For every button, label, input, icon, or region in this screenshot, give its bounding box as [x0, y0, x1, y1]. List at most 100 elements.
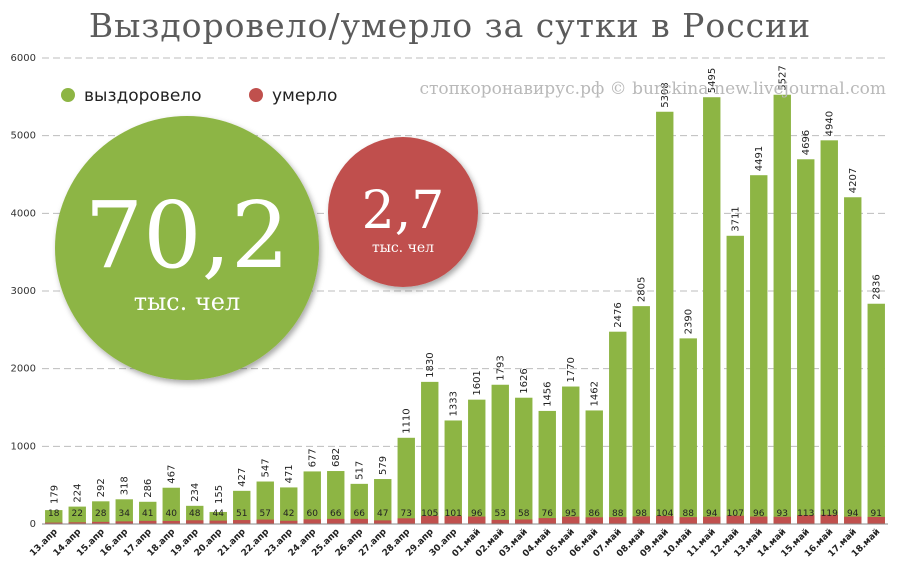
value-label-died: 28 — [95, 509, 107, 519]
bar-recovered — [374, 479, 392, 524]
bar-died — [139, 520, 157, 524]
value-label-died: 113 — [797, 509, 814, 519]
bar-recovered — [92, 501, 110, 524]
bar-died — [562, 516, 580, 524]
bar-died — [186, 520, 204, 524]
bar-died — [350, 518, 368, 524]
value-label-recovered: 2476 — [613, 302, 624, 327]
y-tick-label: 5000 — [11, 131, 36, 142]
value-label-recovered: 1601 — [472, 370, 483, 395]
value-label-recovered: 682 — [331, 448, 342, 467]
bar-died — [68, 522, 86, 524]
bar-recovered — [703, 97, 721, 524]
value-label-died: 101 — [445, 509, 462, 519]
watermark: стопкоронавирус.рф © burckina-new.livejo… — [419, 79, 886, 99]
bar-recovered — [867, 303, 885, 524]
bar-recovered — [397, 437, 415, 524]
value-label-recovered: 471 — [284, 464, 295, 483]
bar-died — [45, 522, 63, 524]
value-label-died: 73 — [401, 509, 412, 519]
value-label-recovered: 467 — [167, 465, 178, 484]
value-label-recovered: 4696 — [801, 130, 812, 155]
value-label-recovered: 427 — [237, 468, 248, 487]
value-label-died: 51 — [236, 509, 247, 519]
value-label-died: 48 — [189, 509, 201, 519]
legend-label-recovered: выздоровело — [84, 86, 202, 106]
value-label-recovered: 1770 — [566, 357, 577, 382]
value-label-died: 18 — [48, 509, 60, 519]
legend-marker-died — [249, 88, 263, 102]
value-label-died: 96 — [753, 509, 765, 519]
value-label-died: 53 — [495, 509, 506, 519]
bar-died — [538, 518, 556, 524]
chart-title: Выздоровело/умерло за сутки в России — [88, 6, 812, 45]
bar-recovered — [632, 306, 650, 524]
bar-recovered — [656, 111, 674, 524]
value-label-recovered: 4491 — [754, 146, 765, 171]
value-label-died: 58 — [518, 509, 530, 519]
y-tick-label: 3000 — [11, 286, 36, 297]
bar-died — [515, 519, 533, 524]
bar-died — [679, 517, 697, 524]
overlay: стопкоронавирус.рф © burckina-new.livejo… — [55, 79, 886, 380]
bar-died — [609, 517, 627, 524]
total-died-unit: тыс. чел — [372, 240, 434, 256]
value-label-died: 119 — [821, 509, 838, 519]
bar-recovered — [773, 94, 791, 525]
bar-died — [209, 520, 227, 524]
bar-died — [444, 516, 462, 524]
bar-died — [585, 517, 603, 524]
value-label-died: 66 — [354, 509, 366, 519]
bar-died — [844, 516, 862, 524]
bar-recovered — [233, 490, 251, 524]
bar-recovered — [139, 501, 157, 524]
bar-died — [162, 520, 180, 524]
bar-died — [256, 519, 274, 524]
bar-recovered — [115, 499, 133, 524]
value-label-recovered: 234 — [190, 483, 201, 502]
bars: 179 18 224 22 292 28 318 34 286 41 467 40 234 48 155 44… — [45, 65, 885, 525]
value-label-died: 93 — [777, 509, 788, 519]
value-label-died: 98 — [636, 509, 648, 519]
bar-recovered — [491, 384, 509, 524]
total-recovered-circle — [55, 116, 319, 380]
value-label-died: 42 — [283, 509, 294, 519]
total-died-circle — [328, 137, 478, 287]
bar-died — [632, 516, 650, 524]
value-label-died: 76 — [542, 509, 554, 519]
bar-died — [280, 520, 298, 524]
value-label-died: 105 — [421, 509, 438, 519]
value-label-died: 60 — [307, 509, 319, 519]
value-label-recovered: 1110 — [402, 408, 413, 433]
bar-recovered — [820, 140, 838, 524]
value-label-recovered: 1456 — [543, 381, 554, 406]
bar-recovered — [280, 487, 298, 524]
value-label-died: 94 — [847, 509, 859, 519]
bar-recovered — [444, 420, 462, 524]
bar-recovered — [186, 505, 204, 524]
bar-recovered — [303, 471, 321, 524]
value-label-died: 88 — [683, 509, 695, 519]
bar-died — [397, 518, 415, 524]
value-label-recovered: 3711 — [731, 206, 742, 231]
bar-died — [303, 519, 321, 524]
value-label-died: 91 — [871, 509, 882, 519]
bar-died — [773, 516, 791, 524]
value-label-recovered: 579 — [378, 456, 389, 475]
bar-died — [726, 515, 744, 524]
y-tick-label: 2000 — [11, 364, 36, 375]
bar-recovered — [515, 397, 533, 524]
value-label-recovered: 292 — [96, 478, 107, 497]
value-label-recovered: 224 — [73, 484, 84, 503]
bar-recovered — [327, 471, 345, 524]
bar-died — [327, 518, 345, 524]
bar-died — [92, 521, 110, 524]
bar-recovered — [726, 235, 744, 525]
bar-died — [703, 516, 721, 524]
bar-died — [797, 515, 815, 524]
value-label-died: 22 — [72, 509, 83, 519]
value-label-recovered: 4207 — [848, 168, 859, 193]
value-label-recovered: 2805 — [637, 277, 648, 302]
bar-recovered — [468, 399, 486, 524]
